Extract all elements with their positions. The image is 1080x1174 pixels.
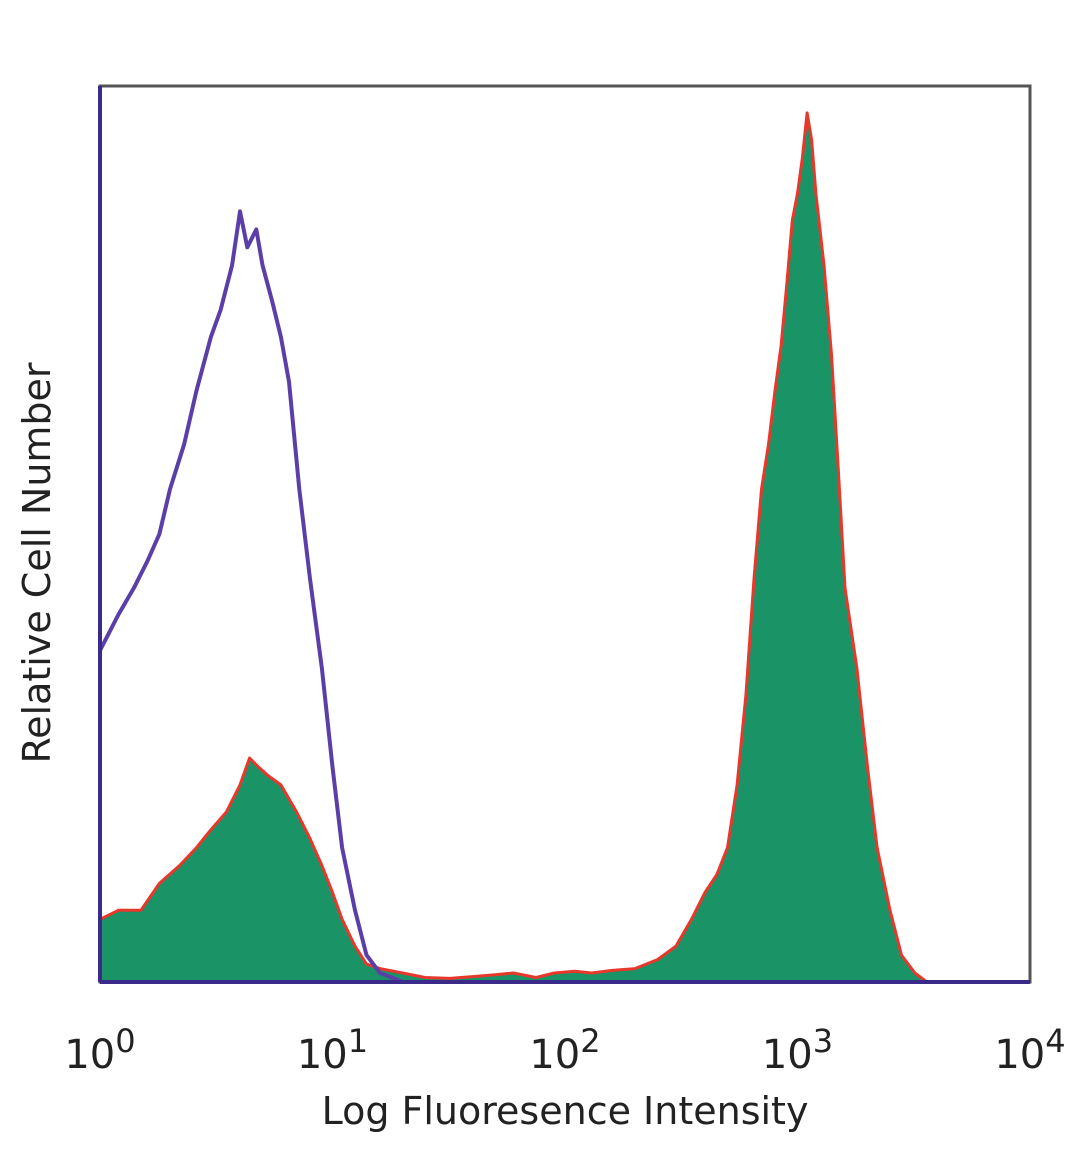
x-tick-label-2: 102 — [529, 1022, 600, 1078]
series-0-line — [98, 209, 1030, 984]
x-tick-label-0: 100 — [64, 1022, 135, 1078]
y-axis-label: Relative Cell Number — [15, 362, 59, 763]
x-tick-label-4: 104 — [994, 1022, 1065, 1078]
x-axis-label: Log Fluoresence Intensity — [322, 1089, 809, 1133]
x-tick-labels: 100 101 102 103 104 — [64, 1022, 1065, 1078]
x-tick-label-1: 101 — [297, 1022, 368, 1078]
series-1-edge — [99, 111, 1030, 984]
series-1-fill — [100, 112, 1030, 982]
series-layer — [98, 111, 1030, 984]
x-tick-label-3: 103 — [762, 1022, 833, 1078]
